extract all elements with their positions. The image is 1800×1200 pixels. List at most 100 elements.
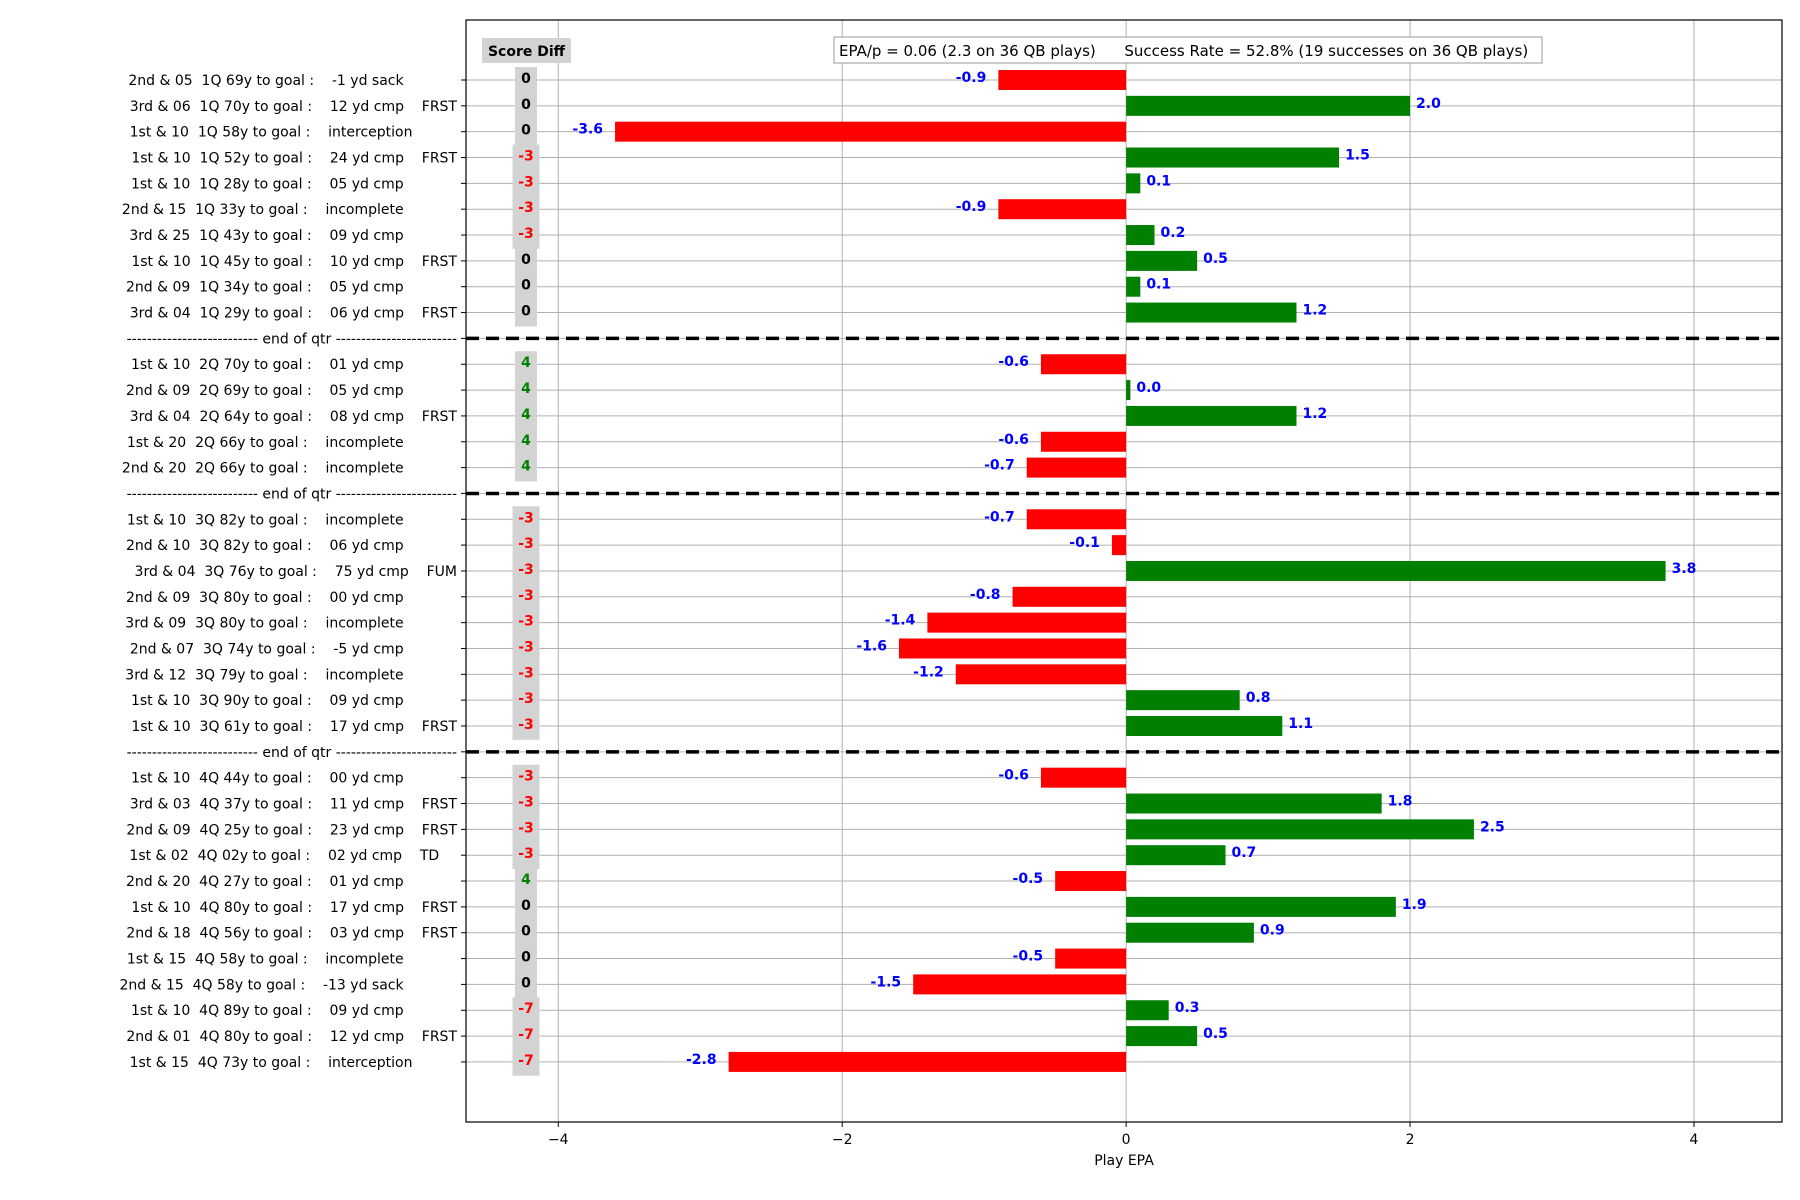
score-diff-value: 0 (521, 97, 531, 113)
score-diff-box (512, 1048, 540, 1076)
epa-value-label: 0.8 (1246, 690, 1271, 706)
score-diff-value: -3 (518, 795, 534, 811)
summary-text: EPA/p = 0.06 (2.3 on 36 QB plays) Succes… (839, 42, 1528, 60)
score-diff-box (512, 687, 540, 714)
epa-value-label: -0.6 (998, 354, 1029, 370)
score-diff-value: -3 (518, 691, 534, 707)
epa-bar (1126, 276, 1141, 297)
score-diff-value: 0 (521, 924, 531, 940)
epa-bar (1012, 586, 1127, 607)
score-diff-box (512, 144, 540, 172)
epa-bar (1126, 690, 1240, 711)
score-diff-box (512, 196, 540, 224)
score-diff-value: 0 (521, 304, 531, 320)
epa-value-label: 1.2 (1302, 406, 1327, 422)
score-diff-box (515, 893, 537, 921)
epa-value-label: 2.0 (1416, 96, 1441, 112)
epa-bar (1126, 1026, 1198, 1047)
epa-value-label: 1.2 (1302, 303, 1327, 319)
score-diff-box (512, 609, 540, 637)
score-diff-box (515, 945, 537, 973)
score-diff-box (512, 661, 540, 689)
score-diff-box (512, 997, 540, 1025)
play-label: 1st & 10 1Q 28y to goal : 05 yd cmp (131, 176, 457, 192)
score-diff-box (512, 713, 540, 740)
epa-bar (1111, 535, 1127, 556)
play-label: 2nd & 01 4Q 80y to goal : 12 yd cmp FRST (126, 1029, 457, 1045)
epa-value-label: 0.5 (1203, 1026, 1228, 1042)
epa-bar (998, 70, 1127, 90)
score-diff-box (512, 816, 540, 844)
play-label: 2nd & 10 3Q 82y to goal : 06 yd cmp (126, 538, 457, 554)
epa-value-label: -0.5 (1013, 949, 1044, 965)
score-diff-value: -3 (518, 200, 534, 216)
play-label: 1st & 10 3Q 61y to goal : 17 yd cmp FRST (131, 719, 457, 735)
play-label: 1st & 10 3Q 90y to goal : 09 yd cmp (131, 693, 457, 709)
score-diff-box (515, 377, 537, 404)
quarter-separator-label: -------------------------- end of qtr --… (127, 486, 457, 502)
score-diff-value: 0 (521, 278, 531, 294)
play-label: 1st & 10 3Q 82y to goal : incomplete (127, 512, 457, 528)
play-label: 1st & 15 4Q 58y to goal : incomplete (127, 952, 457, 968)
epa-bar (1126, 793, 1382, 814)
play-label: 3rd & 12 3Q 79y to goal : incomplete (125, 667, 457, 683)
epa-value-label: -0.9 (956, 70, 987, 86)
epa-bar (615, 121, 1127, 142)
epa-value-label: -0.7 (984, 509, 1015, 525)
epa-value-label: 2.5 (1480, 819, 1505, 835)
x-tick-label: −2 (832, 1132, 853, 1148)
play-label: 2nd & 20 2Q 66y to goal : incomplete (122, 461, 457, 477)
score-diff-box (515, 67, 537, 94)
score-diff-value: -3 (518, 665, 534, 681)
score-diff-value: 4 (521, 872, 531, 888)
epa-bar (1040, 767, 1127, 788)
play-label: 1st & 15 4Q 73y to goal : interception (130, 1055, 457, 1071)
epa-bar (1126, 896, 1396, 917)
epa-value-label: 0.9 (1260, 923, 1285, 939)
score-diff-box (512, 635, 540, 663)
epa-bar (1026, 509, 1127, 530)
epa-bar (1126, 225, 1155, 246)
score-diff-value: 0 (521, 71, 531, 87)
score-diff-value: 4 (521, 433, 531, 449)
score-diff-value: -3 (518, 769, 534, 785)
score-diff-value: -3 (518, 820, 534, 836)
score-diff-value: 0 (521, 252, 531, 268)
play-label: 1st & 10 1Q 52y to goal : 24 yd cmp FRST (131, 151, 457, 167)
score-diff-value: -3 (518, 614, 534, 630)
epa-bar (1026, 457, 1127, 478)
score-diff-value: 4 (521, 459, 531, 475)
quarter-separator-label: -------------------------- end of qtr --… (127, 745, 457, 761)
score-diff-value: -3 (518, 717, 534, 733)
score-diff-box (512, 532, 540, 559)
score-diff-value: -3 (518, 639, 534, 655)
epa-value-label: 0.2 (1161, 225, 1186, 241)
play-label: 3rd & 04 1Q 29y to goal : 06 yd cmp FRST (130, 306, 458, 322)
epa-bar (898, 638, 1127, 659)
epa-bar (927, 612, 1127, 633)
x-tick-label: 0 (1122, 1132, 1131, 1148)
grid (466, 20, 1782, 1122)
score-diff-box (515, 919, 537, 947)
epa-bar (1126, 560, 1666, 581)
epa-bar (1126, 173, 1141, 194)
score-diff-box (512, 764, 540, 792)
epa-value-label: -0.5 (1013, 871, 1044, 887)
epa-value-label: -1.6 (856, 638, 887, 654)
epa-value-label: -1.5 (871, 974, 902, 990)
play-label: 2nd & 07 3Q 74y to goal : -5 yd cmp (130, 641, 457, 657)
score-diff-value: 4 (521, 381, 531, 397)
score-diff-header: Score Diff (482, 38, 571, 63)
play-label: 1st & 10 1Q 58y to goal : interception (130, 125, 457, 141)
play-label: 2nd & 20 4Q 27y to goal : 01 yd cmp (126, 874, 457, 890)
score-diff-value: -3 (518, 588, 534, 604)
epa-bar (1126, 845, 1226, 866)
epa-bar (1055, 948, 1127, 969)
epa-bar (1126, 819, 1474, 840)
epa-value-label: 0.3 (1175, 1000, 1200, 1016)
x-axis-label: Play EPA (1094, 1153, 1154, 1169)
play-label: 2nd & 05 1Q 69y to goal : -1 yd sack (128, 73, 457, 89)
plot-frame (465, 19, 1783, 1123)
epa-value-label: -1.2 (913, 664, 944, 680)
